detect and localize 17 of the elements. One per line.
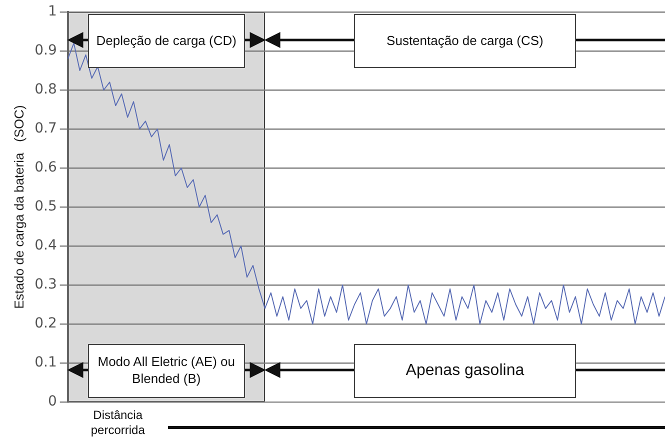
y-axis-title: Estado de carga da bateria (SOC) <box>11 105 26 309</box>
text-box: Apenas gasolina <box>354 344 576 398</box>
text-box: Depleção de carga (CD) <box>88 14 245 68</box>
y-tick-label: 0.3 <box>34 276 57 293</box>
y-tick-label: 1 <box>48 4 57 20</box>
x-axis-title: Distância percorrida <box>90 408 146 438</box>
y-tick-label: 0.7 <box>34 120 57 137</box>
y-tick-label: 0.8 <box>34 82 57 98</box>
text-box: Sustentação de carga (CS) <box>354 14 576 68</box>
y-tick-label: 0.2 <box>34 316 57 332</box>
y-tick-label: 0.1 <box>34 354 57 371</box>
y-tick-label: 0.4 <box>34 238 57 254</box>
y-tick-label: 0.9 <box>34 42 57 59</box>
y-tick-label: 0.5 <box>34 198 57 215</box>
y-tick-label: 0.6 <box>34 160 57 176</box>
y-tick-label: 0 <box>48 394 57 410</box>
text-box: Modo All Eletric (AE) ou Blended (B) <box>88 344 245 398</box>
